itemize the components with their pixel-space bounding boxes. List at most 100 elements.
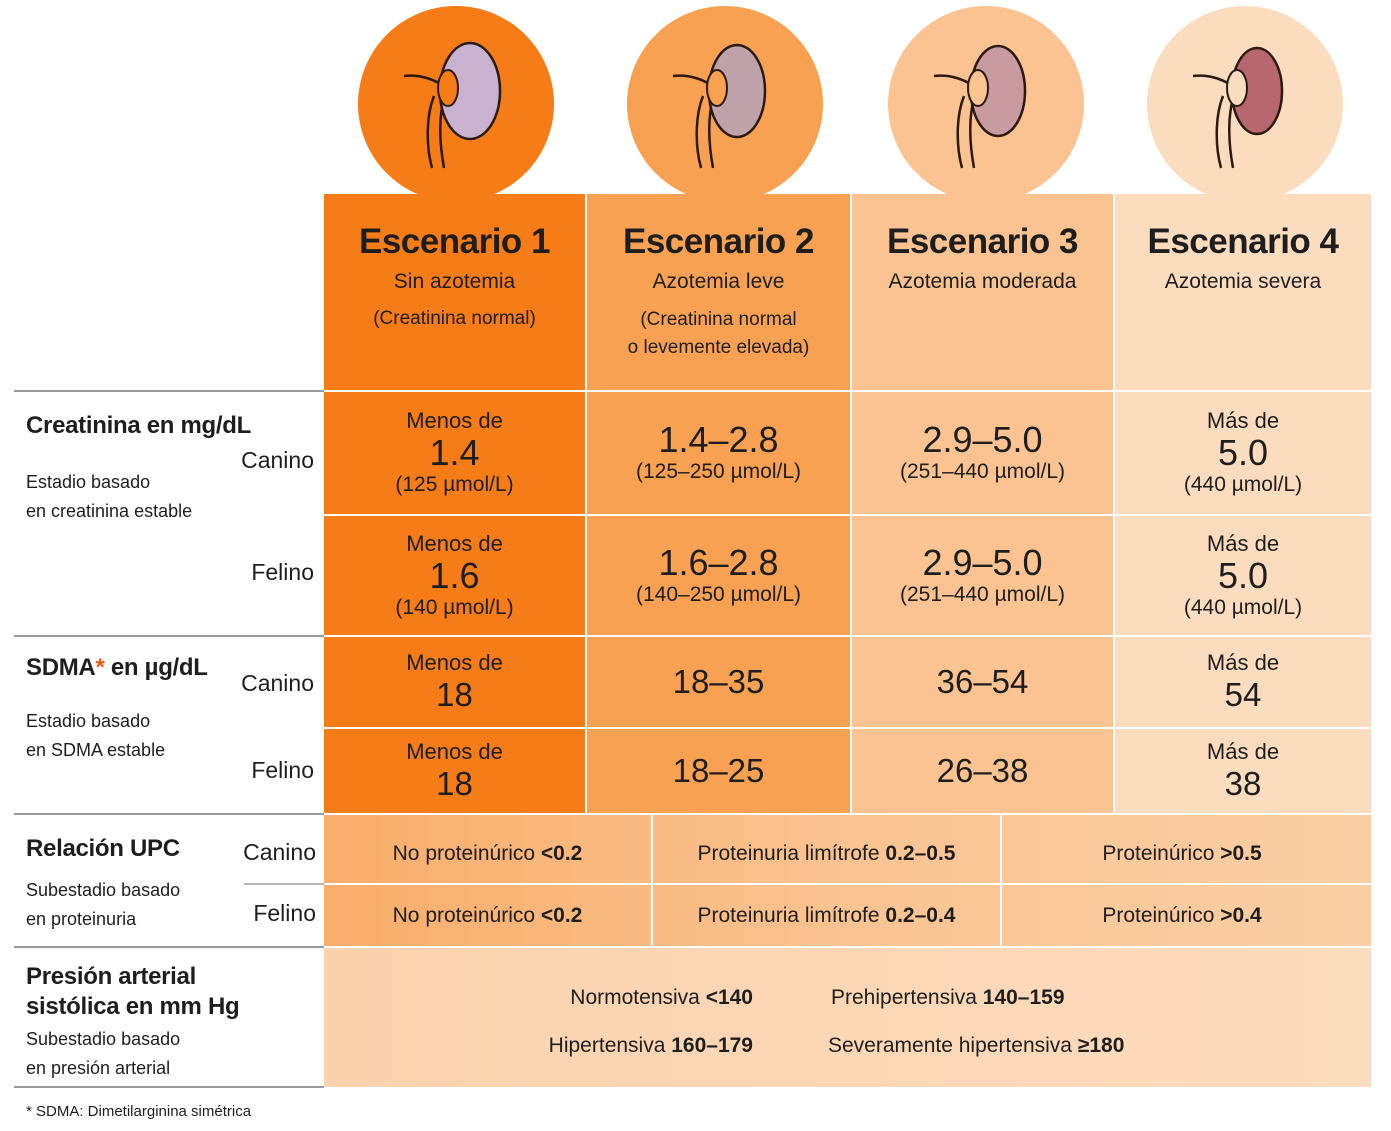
sdma-canine-stage-3: 36–54 (852, 637, 1113, 727)
upc-feline-nonproteinuric: No proteinúrico <0.2 (324, 902, 651, 930)
creatinine-feline-stage-3: 2.9–5.0 (251–440 µmol/L) (852, 516, 1113, 635)
row-divider (14, 635, 324, 637)
upc-label: Proteinuria limítrofe (697, 904, 886, 927)
sub-line: en presión arterial (26, 1058, 171, 1078)
value: 1.4–2.8 (658, 419, 779, 460)
value: 18 (436, 676, 473, 713)
bp-value: 160–179 (671, 1034, 753, 1057)
bp-prehypertensive: Prehipertensiva 140–159 (831, 984, 1231, 1012)
stage-3-circle (888, 6, 1084, 202)
value: 38 (1224, 765, 1262, 802)
creatinine-canine-stage-1: Menos de 1.4 (125 µmol/L) (324, 392, 585, 514)
stage-subtitle: Azotemia moderada (888, 270, 1077, 293)
upc-band (324, 815, 1371, 946)
stage-note: (Creatinina normal o levemente elevada) (628, 306, 810, 362)
value-prefix: Menos de (406, 408, 503, 433)
value: 26–38 (936, 752, 1029, 789)
creatinine-feline-stage-1: Menos de 1.6 (140 µmol/L) (324, 516, 585, 635)
stage-title: Escenario 1 (359, 222, 551, 261)
sub-line: en SDMA estable (26, 740, 166, 760)
bp-hypertensive: Hipertensiva 160–179 (440, 1032, 753, 1060)
value: 36–54 (936, 663, 1029, 700)
stage-note-line: (Creatinina normal (640, 309, 797, 330)
stage-2-circle (627, 6, 823, 202)
value-unit: (140–250 µmol/L) (635, 582, 802, 606)
kidney-icon (672, 43, 767, 169)
bp-label: Severamente hipertensiva (828, 1034, 1078, 1057)
bp-label: Prehipertensiva (831, 986, 983, 1009)
value-prefix: Menos de (406, 530, 503, 556)
upc-label: Proteinúrico (1102, 842, 1221, 865)
value: 18–35 (672, 663, 765, 700)
upc-row-divider (324, 883, 1371, 885)
stage-1-header: Escenario 1 Sin azotemia (Creatinina nor… (324, 194, 585, 390)
value-unit: (440 µmol/L) (1183, 595, 1303, 619)
stage-title: Escenario 4 (1147, 222, 1340, 261)
value-unit: (140 µmol/L) (395, 595, 514, 619)
stage-4-circle (1147, 6, 1343, 202)
bp-label: Normotensiva (570, 986, 706, 1009)
upc-label: No proteinúrico (392, 904, 541, 927)
upc-canine-proteinuric: Proteinúrico >0.5 (1002, 840, 1362, 868)
creatinine-feline-stage-2: 1.6–2.8 (140–250 µmol/L) (587, 516, 850, 635)
bp-value: 140–159 (982, 986, 1065, 1009)
upc-feline-proteinuric: Proteinúrico >0.4 (1002, 902, 1362, 930)
kidney-icon (1192, 46, 1284, 169)
bp-heading-line: Presión arterial (26, 963, 196, 990)
sub-line: en proteinuria (26, 909, 137, 929)
sdma-heading-text: SDMA (26, 654, 96, 681)
value-prefix: Más de (1206, 739, 1280, 764)
upc-value: <0.2 (540, 904, 583, 927)
species-canine: Canino (241, 670, 314, 696)
value-prefix: Menos de (406, 650, 503, 675)
stage-title: Escenario 3 (887, 222, 1079, 261)
kidney-icon (933, 44, 1027, 169)
upc-sub: Subestadio basado en proteinuria (26, 876, 180, 934)
upc-feline-borderline: Proteinuria limítrofe 0.2–0.4 (653, 902, 1000, 930)
value: 18 (436, 765, 473, 802)
value: 18–25 (672, 752, 765, 789)
value-unit: (125–250 µmol/L) (635, 460, 802, 483)
sdma-feline-stage-2: 18–25 (587, 729, 850, 813)
value: 1.4 (429, 432, 480, 473)
row-divider (244, 883, 324, 885)
sub-line: Subestadio basado (26, 1029, 181, 1049)
species-feline: Felino (253, 900, 316, 926)
upc-value: >0.5 (1220, 842, 1262, 865)
row-divider (14, 1086, 324, 1088)
value: 5.0 (1217, 432, 1269, 473)
creatinine-feline-stage-4: Más de 5.0 (440 µmol/L) (1115, 516, 1371, 635)
stage-1-circle (358, 6, 554, 202)
sdma-feline-stage-3: 26–38 (852, 729, 1113, 813)
value-unit: (251–440 µmol/L) (899, 460, 1066, 483)
upc-col-divider (1000, 815, 1002, 946)
value: 2.9–5.0 (922, 419, 1043, 460)
kidney-icon (403, 41, 502, 169)
sub-line: Estadio basado (26, 711, 151, 731)
bp-value: ≥180 (1077, 1034, 1125, 1057)
footnote: * SDMA: Dimetilarginina simétrica (26, 1103, 252, 1120)
stage-3-header: Escenario 3 Azotemia moderada (852, 194, 1113, 390)
value: 54 (1224, 676, 1262, 713)
value-unit: (251–440 µmol/L) (899, 582, 1066, 606)
stage-subtitle: Azotemia severa (1164, 270, 1322, 293)
value-unit: (125 µmol/L) (395, 473, 514, 496)
creatinine-heading: Creatinina en mg/dL (26, 412, 251, 439)
row-divider (14, 813, 324, 815)
value-prefix: Más de (1206, 530, 1280, 556)
upc-value: <0.2 (540, 842, 583, 865)
bp-severe-hypertensive: Severamente hipertensiva ≥180 (828, 1032, 1248, 1060)
value: 5.0 (1217, 554, 1269, 596)
bp-heading-line: sistólica en mm Hg (26, 993, 240, 1020)
sub-line: Subestadio basado (26, 880, 181, 900)
upc-canine-borderline: Proteinuria limítrofe 0.2–0.5 (653, 840, 1000, 868)
upc-value: >0.4 (1220, 904, 1262, 927)
species-canine: Canino (241, 447, 314, 473)
species-feline: Felino (251, 757, 314, 783)
creatinine-sub: Estadio basado en creatinina estable (26, 468, 192, 526)
stage-2-header: Escenario 2 Azotemia leve (Creatinina no… (587, 194, 850, 390)
upc-label: Proteinuria limítrofe (697, 842, 886, 865)
bp-band (324, 948, 1371, 1087)
sdma-canine-stage-1: Menos de 18 (324, 637, 585, 727)
sub-line: Estadio basado (26, 472, 151, 492)
